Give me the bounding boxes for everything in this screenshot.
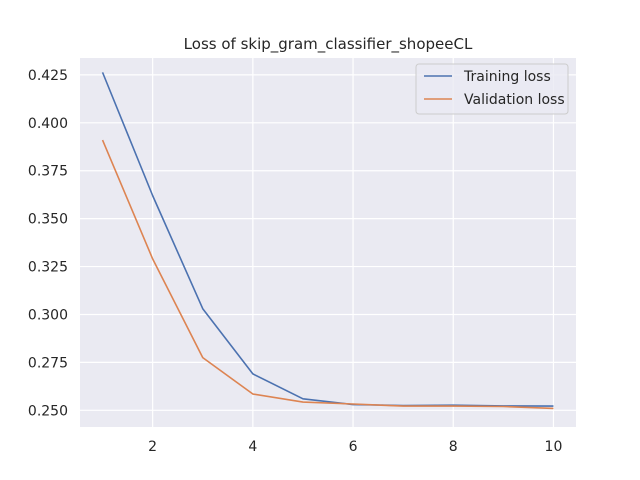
x-tick-label: 6 [349, 439, 358, 455]
y-tick-label: 0.275 [28, 355, 68, 371]
y-tick-label: 0.425 [28, 68, 68, 84]
y-tick-label: 0.350 [28, 212, 68, 228]
legend: Training loss Validation loss [415, 63, 569, 115]
y-tick-label: 0.375 [28, 164, 68, 180]
x-tick-label: 8 [449, 439, 458, 455]
grid [80, 58, 576, 427]
series-line-validation-loss [101, 139, 554, 410]
legend-box [415, 63, 569, 115]
chart-title: Loss of skip_gram_classifier_shopeeCL [184, 35, 473, 54]
x-tick-label: 2 [148, 439, 157, 455]
x-tick-label: 10 [545, 439, 563, 455]
y-tick-label: 0.250 [28, 403, 68, 419]
y-tick-label: 0.300 [28, 307, 68, 323]
x-axis: 2 4 6 8 10 [148, 439, 562, 455]
legend-label-validation-loss: Validation loss [464, 92, 565, 108]
y-axis: 0.250 0.275 0.300 0.325 0.350 0.375 0.400 0.425 [28, 68, 68, 419]
legend-label-training-loss: Training loss [463, 69, 551, 85]
plot-area [80, 58, 576, 427]
series-lines [101, 72, 554, 410]
y-tick-label: 0.325 [28, 260, 68, 276]
x-tick-label: 4 [248, 439, 257, 455]
y-tick-label: 0.400 [28, 116, 68, 132]
